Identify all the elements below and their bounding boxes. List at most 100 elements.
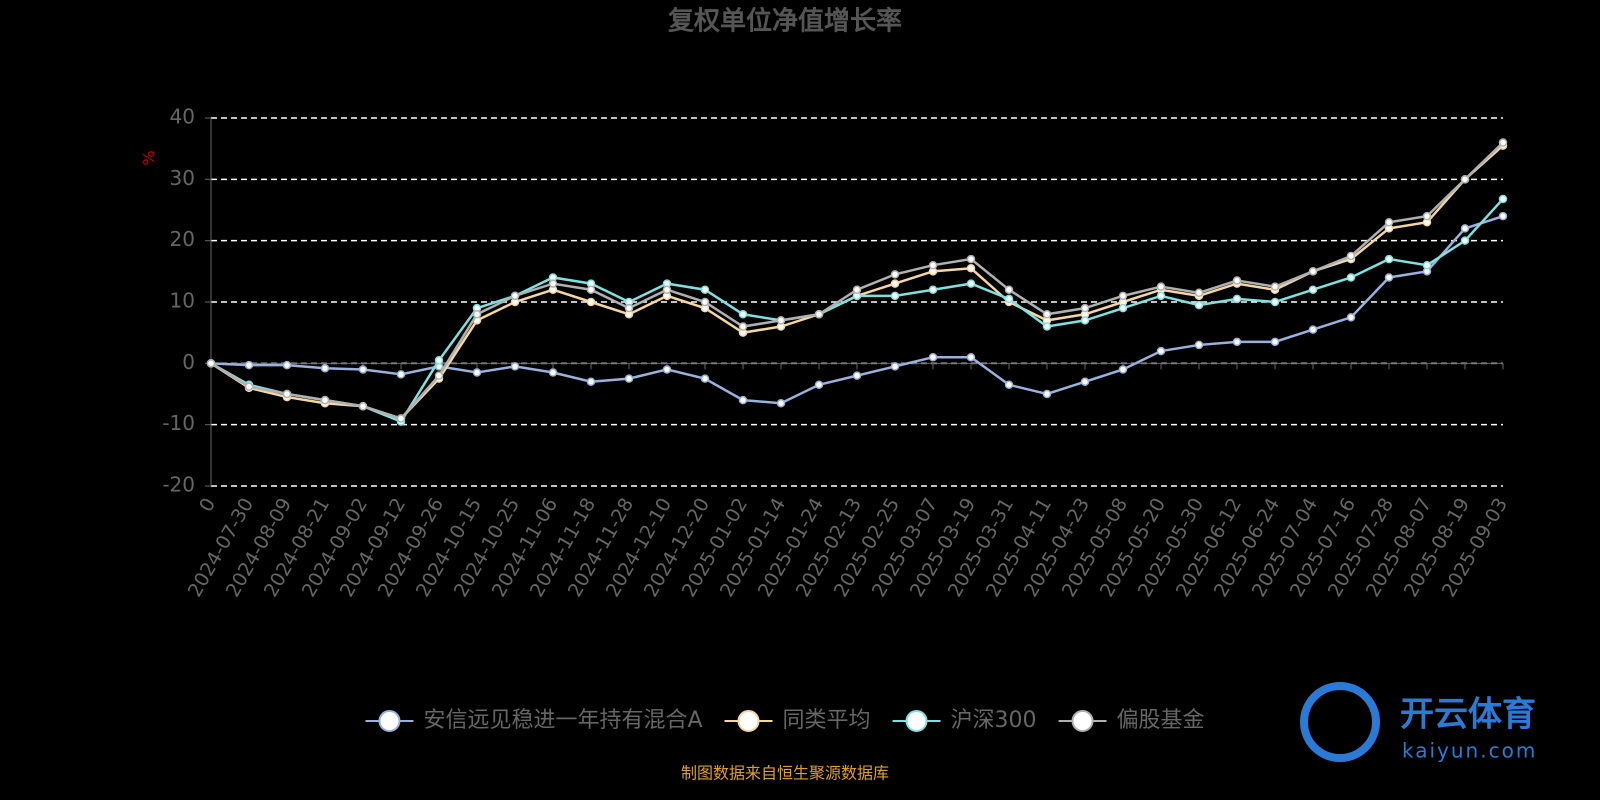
data-point — [1460, 236, 1470, 245]
data-point — [396, 414, 406, 423]
data-point — [1308, 285, 1318, 294]
data-point — [1080, 316, 1090, 325]
data-point — [548, 368, 558, 377]
data-point — [1042, 322, 1052, 331]
y-tick-label: 20 — [170, 227, 195, 251]
data-point — [1194, 340, 1204, 350]
data-point — [1384, 254, 1394, 264]
data-point — [624, 374, 634, 383]
data-point — [510, 362, 520, 371]
data-point — [1384, 218, 1394, 227]
data-point — [510, 291, 520, 301]
legend-marker — [737, 710, 760, 732]
data-point — [320, 395, 330, 405]
legend-marker — [1071, 710, 1094, 732]
legend-item: 偏股基金 — [1058, 708, 1205, 733]
y-tick-label: -10 — [162, 411, 195, 435]
data-point — [1004, 380, 1014, 390]
data-point — [700, 285, 710, 294]
data-point — [624, 303, 634, 313]
data-point — [700, 374, 710, 383]
data-point — [1004, 285, 1014, 294]
data-point — [1384, 273, 1394, 282]
data-point — [1346, 273, 1356, 282]
data-point — [1232, 294, 1242, 304]
legend-item: 安信远见稳进一年持有混合A — [365, 708, 703, 733]
data-point — [1270, 297, 1280, 307]
data-point — [890, 279, 900, 288]
data-point — [966, 264, 976, 273]
data-point — [662, 285, 672, 294]
data-point — [1460, 175, 1470, 184]
logo — [1300, 682, 1380, 762]
data-point — [548, 279, 558, 288]
data-point — [1346, 251, 1356, 261]
data-point — [282, 389, 292, 399]
y-tick-label: 30 — [170, 166, 195, 190]
y-tick-label: 10 — [170, 289, 195, 313]
legend-label: 偏股基金 — [1117, 708, 1205, 733]
data-point — [852, 371, 862, 380]
data-point — [1346, 313, 1356, 322]
data-point — [586, 297, 596, 307]
legend-marker — [378, 710, 401, 732]
data-point — [1194, 288, 1204, 298]
legend-item: 沪深300 — [892, 708, 1037, 733]
legend-marker — [905, 710, 928, 732]
legend-label: 沪深300 — [951, 708, 1037, 733]
data-point — [814, 380, 824, 390]
data-point — [1080, 377, 1090, 386]
data-point — [1080, 303, 1090, 313]
data-point — [966, 254, 976, 264]
data-point — [320, 363, 330, 373]
data-point — [928, 260, 938, 270]
data-point — [396, 370, 406, 379]
data-point — [1232, 337, 1242, 347]
data-point — [1118, 303, 1128, 313]
data-point — [1422, 211, 1432, 221]
watermark: 开云体育 kaiyun.com — [1300, 682, 1537, 763]
data-point — [1042, 310, 1052, 319]
data-point — [738, 395, 748, 405]
data-point — [1422, 260, 1432, 270]
data-point — [1270, 282, 1280, 291]
data-point — [1308, 267, 1318, 276]
data-point — [434, 371, 444, 380]
y-tick-label: 40 — [170, 105, 195, 129]
data-point — [434, 356, 444, 365]
data-point — [586, 285, 596, 294]
data-point — [890, 291, 900, 301]
data-point — [1270, 337, 1280, 347]
y-tick-label: 0 — [182, 350, 195, 374]
data-point — [1460, 224, 1470, 233]
data-point — [1498, 194, 1508, 204]
data-point — [928, 352, 938, 362]
data-point — [358, 365, 368, 374]
data-point — [738, 310, 748, 319]
legend-item: 同类平均 — [724, 708, 871, 733]
legend-label: 安信远见稳进一年持有混合A — [423, 708, 702, 733]
watermark-site: kaiyun.com — [1402, 739, 1537, 763]
data-point — [472, 368, 482, 377]
data-point — [700, 297, 710, 307]
data-point — [472, 310, 482, 319]
watermark-name: 开云体育 — [1400, 695, 1536, 735]
chart-title: 复权单位净值增长率 — [668, 6, 902, 37]
data-point — [1156, 346, 1166, 356]
data-point — [852, 285, 862, 294]
data-point — [1118, 291, 1128, 301]
data-point — [966, 279, 976, 288]
data-point — [358, 402, 368, 411]
data-point — [282, 360, 292, 370]
legend: 安信远见稳进一年持有混合A 同类平均 沪深300 偏股基金 — [365, 708, 1205, 733]
data-point — [586, 377, 596, 386]
data-point — [890, 270, 900, 279]
data-point — [1156, 282, 1166, 291]
data-point — [662, 365, 672, 374]
data-point — [244, 382, 254, 391]
data-point — [1118, 365, 1128, 374]
data-point — [1498, 211, 1508, 221]
source-note: 制图数据来自恒生聚源数据库 — [681, 764, 889, 783]
data-point — [890, 362, 900, 371]
